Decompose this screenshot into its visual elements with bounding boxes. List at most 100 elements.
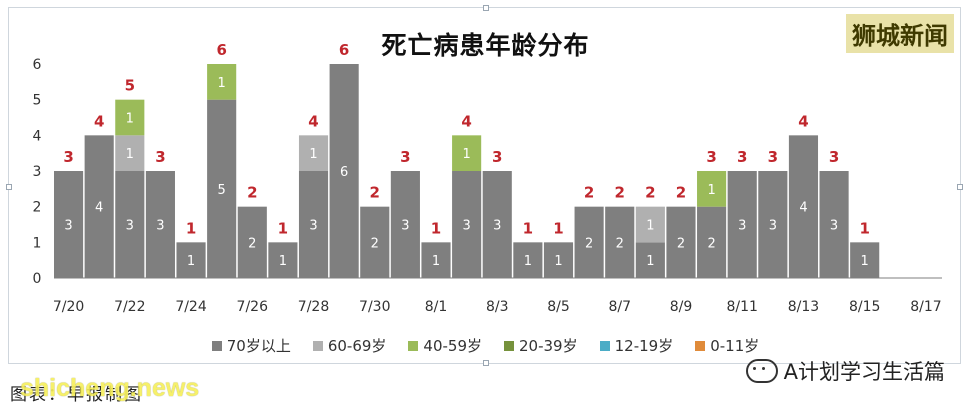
x-tick-label: 8/13 (788, 299, 819, 315)
segment-value-label: 1 (309, 147, 317, 162)
total-label: 3 (492, 148, 502, 166)
segment-value-label: 4 (95, 201, 103, 216)
legend-label: 40-59岁 (423, 337, 483, 355)
bar-segment (543, 242, 574, 278)
bar-segment (237, 206, 267, 278)
segment-value-label: 1 (462, 147, 470, 162)
bar-segment (298, 135, 329, 171)
bar-segment (54, 171, 84, 278)
resize-handle-top[interactable] (483, 5, 489, 11)
wechat-icon (745, 359, 778, 383)
y-tick-label: 6 (33, 57, 42, 73)
segment-value-label: 3 (309, 219, 317, 234)
legend-item: 12-19岁 (599, 335, 674, 356)
segment-value-label: 3 (401, 219, 409, 234)
segment-value-label: 6 (340, 165, 348, 180)
legend-item: 0-11岁 (695, 335, 759, 356)
bar-segment (697, 206, 727, 278)
total-label: 4 (461, 112, 471, 130)
wechat-account: A计划学习生活篇 (745, 356, 945, 386)
total-label: 3 (706, 148, 716, 166)
bar-segment (207, 64, 237, 100)
y-tick-label: 1 (33, 235, 42, 251)
legend-swatch (504, 340, 515, 351)
x-tick-label: 8/1 (425, 299, 448, 315)
segment-value-label: 5 (218, 183, 226, 198)
legend-label: 70岁以上 (226, 337, 291, 355)
y-tick-label: 0 (33, 271, 42, 287)
bar-segment (115, 135, 145, 171)
total-label: 2 (615, 184, 625, 202)
total-label: 3 (737, 148, 747, 166)
segment-value-label: 3 (830, 219, 838, 234)
bar-segment (452, 171, 482, 278)
total-label: 3 (400, 148, 410, 166)
segment-value-label: 1 (646, 254, 654, 269)
bar-segment (207, 99, 237, 279)
segment-value-label: 2 (371, 236, 379, 251)
legend-item: 70岁以上 (211, 335, 291, 356)
segment-value-label: 1 (187, 254, 195, 269)
bar-segment (115, 171, 145, 278)
segment-value-label: 3 (156, 219, 164, 234)
x-tick-label: 8/7 (608, 299, 631, 315)
legend-label: 12-19岁 (614, 337, 674, 355)
segment-value-label: 1 (524, 254, 532, 269)
legend-swatch (312, 340, 323, 351)
bar-segment (697, 171, 727, 207)
total-label: 3 (768, 148, 778, 166)
x-tick-label: 7/30 (359, 299, 390, 315)
total-label: 1 (186, 219, 196, 237)
bar-segment (605, 206, 635, 278)
segment-value-label: 3 (462, 219, 470, 234)
legend-swatch (599, 340, 610, 351)
bar-segment (788, 135, 819, 278)
chart-legend: 70岁以上 60-69岁 40-59岁 20-39岁 12-19岁 0-11岁 (9, 335, 962, 356)
x-tick-label: 7/26 (237, 299, 269, 315)
bar-segment (298, 171, 329, 278)
total-label: 4 (308, 112, 318, 130)
segment-value-label: 2 (677, 236, 685, 251)
resize-handle-left[interactable] (6, 184, 12, 190)
segment-value-label: 3 (769, 219, 777, 234)
chart-title: 死亡病患年龄分布 (381, 31, 590, 60)
total-label: 2 (645, 184, 655, 202)
bar-segment (390, 171, 420, 278)
total-label: 1 (523, 219, 533, 237)
segment-value-label: 3 (493, 219, 501, 234)
x-tick-label: 8/9 (670, 299, 693, 315)
site-watermark: shicheng.news (20, 374, 200, 402)
legend-label: 60-69岁 (327, 337, 387, 355)
total-label: 1 (859, 219, 869, 237)
resize-handle-bottom[interactable] (483, 360, 489, 366)
total-label: 2 (370, 184, 380, 202)
bar-segment (421, 242, 451, 278)
legend-label: 20-39岁 (519, 337, 578, 355)
x-tick-label: 8/5 (547, 299, 570, 315)
bar-segment (145, 171, 175, 278)
bar-segment (635, 206, 665, 243)
chart-frame: 死亡病患年龄分布 狮城新闻 0 1 2 3 4 5 6 3 3 4 4 3 1 1 5 3 3 1 1 5 1 6 2 2 1 1… (6, 5, 963, 366)
bar-segment (819, 171, 849, 278)
total-label: 5 (125, 77, 135, 95)
x-tick-label: 8/15 (849, 299, 880, 315)
resize-handle-right[interactable] (957, 184, 963, 190)
segment-value-label: 1 (554, 254, 562, 269)
x-tick-label: 7/20 (53, 299, 84, 315)
segment-value-label: 2 (248, 236, 256, 251)
segment-value-label: 1 (126, 112, 134, 127)
bar-segment (727, 171, 757, 278)
bar-segment (84, 135, 114, 278)
bar-segment (635, 242, 665, 278)
x-tick-label: 8/11 (726, 299, 757, 315)
segment-value-label: 2 (707, 236, 715, 251)
segment-value-label: 2 (616, 236, 624, 251)
y-tick-label: 4 (33, 128, 42, 144)
legend-swatch (695, 340, 706, 351)
segment-value-label: 3 (64, 219, 72, 234)
legend-label: 0-11岁 (710, 337, 760, 355)
total-label: 6 (339, 41, 349, 59)
legend-swatch (211, 340, 222, 351)
bar-segment (176, 242, 206, 278)
bar-segment (482, 171, 512, 278)
